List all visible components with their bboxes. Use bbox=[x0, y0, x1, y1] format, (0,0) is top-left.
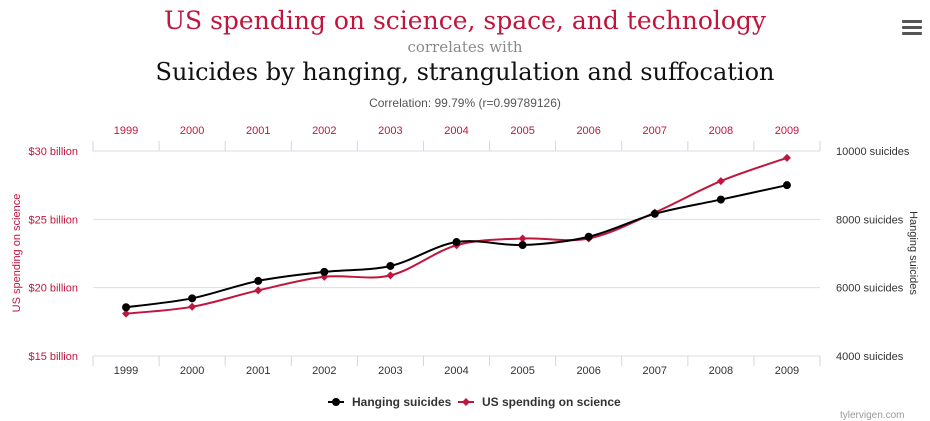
science-spending-point bbox=[188, 302, 197, 311]
bottom-x-tick-label: 2002 bbox=[312, 365, 336, 377]
hanging-suicides-point bbox=[320, 267, 329, 276]
bottom-x-tick-label: 2000 bbox=[180, 365, 204, 377]
right-y-tick-label: 4000 suicides bbox=[836, 351, 904, 363]
left-y-tick-label: $15 billion bbox=[28, 351, 78, 363]
bottom-x-tick-label: 2007 bbox=[643, 365, 667, 377]
top-x-tick-label: 2008 bbox=[709, 125, 733, 137]
legend-circle-marker bbox=[332, 398, 340, 406]
bottom-x-tick-label: 2009 bbox=[775, 365, 799, 377]
legend-label: US spending on science bbox=[482, 395, 621, 409]
right-axis-title: Hanging suicides bbox=[907, 211, 919, 295]
hanging-suicides-point bbox=[584, 232, 593, 241]
hamburger-menu-icon[interactable] bbox=[902, 20, 922, 36]
right-y-tick-label: 10000 suicides bbox=[836, 146, 910, 158]
science-spending-point bbox=[122, 309, 131, 318]
hanging-suicides-point bbox=[254, 276, 263, 285]
top-x-tick-label: 2000 bbox=[180, 125, 204, 137]
top-x-tick-label: 2006 bbox=[576, 125, 600, 137]
top-x-tick-label: 2004 bbox=[444, 125, 468, 137]
left-axis-title: US spending on science bbox=[11, 194, 23, 313]
bottom-x-tick-label: 2003 bbox=[378, 365, 402, 377]
bottom-x-tick-label: 2006 bbox=[576, 365, 600, 377]
hanging-suicides-point bbox=[650, 209, 659, 218]
top-x-tick-label: 2009 bbox=[775, 125, 799, 137]
bottom-x-tick-label: 2001 bbox=[246, 365, 270, 377]
left-y-tick-label: $25 billion bbox=[28, 214, 78, 226]
science-spending-point bbox=[782, 153, 791, 162]
hanging-suicides-point bbox=[188, 294, 197, 303]
chart-title-secondary: Suicides by hanging, strangulation and s… bbox=[155, 58, 775, 86]
hanging-suicides-point bbox=[782, 181, 791, 190]
correlates-with-text: correlates with bbox=[407, 38, 523, 56]
science-spending-point bbox=[254, 286, 263, 295]
hanging-suicides-point bbox=[386, 261, 395, 270]
bottom-x-tick-label: 2005 bbox=[510, 365, 534, 377]
left-y-tick-label: $20 billion bbox=[28, 283, 78, 295]
correlation-text: Correlation: 99.79% (r=0.99789126) bbox=[369, 96, 561, 110]
right-y-tick-label: 8000 suicides bbox=[836, 214, 904, 226]
bottom-x-tick-label: 1999 bbox=[114, 365, 138, 377]
hanging-suicides-point bbox=[716, 195, 725, 204]
credit-text: tylervigen.com bbox=[840, 410, 905, 421]
left-y-tick-label: $30 billion bbox=[28, 146, 78, 158]
science-spending-point bbox=[386, 271, 395, 280]
right-y-tick-label: 6000 suicides bbox=[836, 283, 904, 295]
hanging-suicides-point bbox=[518, 241, 527, 250]
chart-title-primary: US spending on science, space, and techn… bbox=[163, 6, 767, 35]
hanging-suicides-point bbox=[122, 303, 131, 312]
top-x-tick-label: 2007 bbox=[643, 125, 667, 137]
bottom-x-tick-label: 2004 bbox=[444, 365, 468, 377]
top-x-tick-label: 2001 bbox=[246, 125, 270, 137]
top-x-tick-label: 1999 bbox=[114, 125, 138, 137]
science-spending-point bbox=[716, 177, 725, 186]
top-x-tick-label: 2005 bbox=[510, 125, 534, 137]
top-x-tick-label: 2003 bbox=[378, 125, 402, 137]
top-x-tick-label: 2002 bbox=[312, 125, 336, 137]
bottom-x-tick-label: 2008 bbox=[709, 365, 733, 377]
legend-diamond-marker bbox=[462, 398, 470, 406]
legend-label: Hanging suicides bbox=[352, 395, 452, 409]
science-spending-point bbox=[518, 234, 527, 243]
hanging-suicides-point bbox=[452, 238, 461, 247]
